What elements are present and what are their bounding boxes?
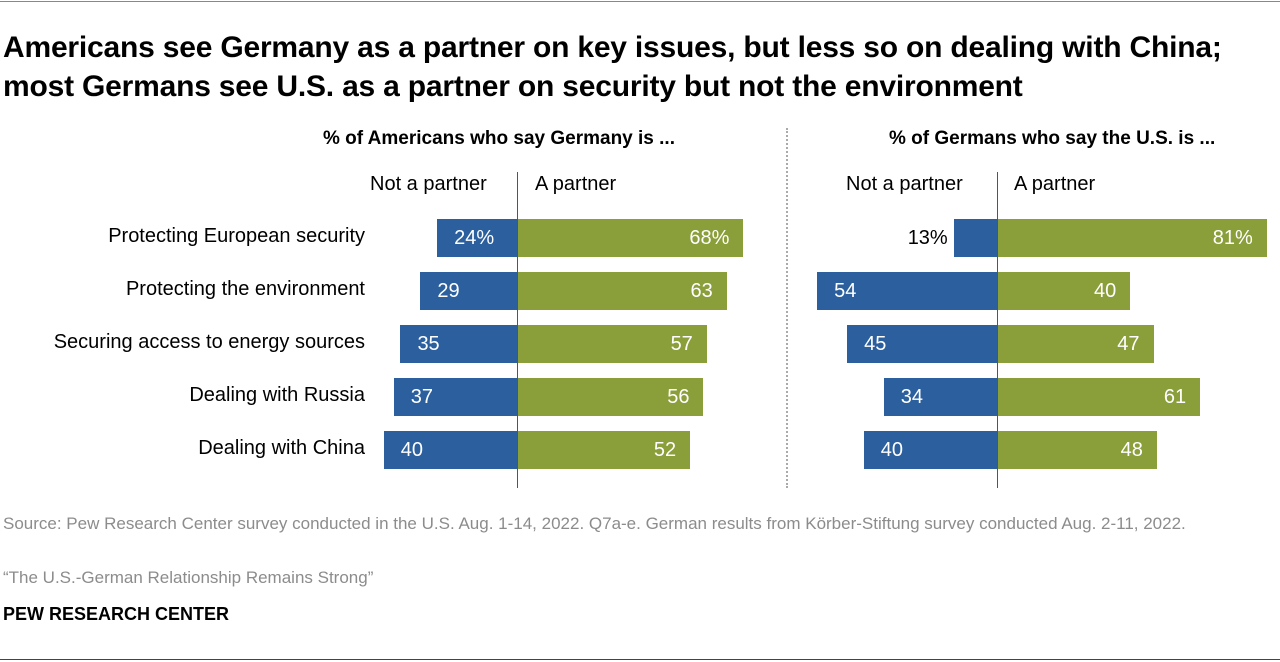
panel-title-americans: % of Americans who say Germany is ... — [323, 128, 675, 149]
bar-not-partner — [383, 431, 517, 469]
panel-divider — [786, 128, 788, 488]
value-label-not-partner: 37 — [410, 386, 434, 408]
panel-title-germans: % of Germans who say the U.S. is ... — [889, 128, 1216, 149]
bar-partner — [517, 219, 744, 257]
value-label-partner: 63 — [690, 280, 713, 302]
legend-partner-right: A partner — [1014, 173, 1096, 195]
value-label-partner: 47 — [1117, 333, 1140, 355]
top-rule — [0, 1, 1280, 2]
value-label-not-partner: 54 — [834, 280, 857, 302]
bar-not-partner — [437, 219, 517, 257]
value-label-not-partner: 45 — [864, 333, 887, 355]
value-label-partner: 56 — [667, 386, 690, 408]
value-label-not-partner: 35 — [417, 333, 440, 355]
value-label-not-partner: 34 — [900, 386, 924, 408]
bar-partner — [517, 325, 707, 363]
value-label-partner: 81% — [1212, 227, 1253, 249]
bar-not-partner — [883, 378, 997, 416]
bar-not-partner — [393, 378, 517, 416]
value-label-not-partner: 40 — [880, 439, 904, 461]
bar-not-partner — [863, 431, 997, 469]
bar-not-partner — [847, 325, 997, 363]
bar-partner — [997, 378, 1201, 416]
bottom-rule — [0, 659, 1280, 660]
value-label-not-partner: 29 — [437, 280, 460, 302]
category-label: Protecting European security — [108, 225, 365, 247]
legend-partner-left: A partner — [535, 173, 617, 195]
source-note: Source: Pew Research Center survey condu… — [3, 514, 1186, 533]
value-label-partner: 68% — [689, 227, 730, 249]
category-label: Dealing with Russia — [189, 384, 365, 406]
zero-axis-left — [517, 172, 518, 488]
zero-axis-right — [997, 172, 998, 488]
value-label-partner: 40 — [1093, 280, 1117, 302]
bar-partner — [517, 378, 704, 416]
report-title: “The U.S.-German Relationship Remains St… — [3, 568, 374, 587]
pew-logo-text: PEW RESEARCH CENTER — [3, 604, 230, 624]
bar-not-partner — [953, 219, 997, 257]
bar-partner — [997, 272, 1131, 310]
value-label-not-partner: 24% — [454, 227, 495, 249]
bar-not-partner — [817, 272, 997, 310]
value-label-partner: 48 — [1120, 439, 1143, 461]
bar-not-partner — [420, 272, 517, 310]
legend-not-partner-left: Not a partner — [370, 173, 487, 195]
category-label: Protecting the environment — [125, 278, 365, 300]
chart-title: Americans see Germany as a partner on ke… — [3, 31, 1222, 103]
bar-partner — [997, 219, 1267, 257]
legend-not-partner-right: Not a partner — [846, 173, 963, 195]
bar-partner — [997, 325, 1154, 363]
bar-partner — [997, 431, 1157, 469]
bar-not-partner — [400, 325, 517, 363]
value-label-partner: 57 — [670, 333, 693, 355]
value-label-partner: 61 — [1163, 386, 1187, 408]
value-label-not-partner: 13% — [907, 227, 948, 249]
value-label-partner: 52 — [653, 439, 677, 461]
category-label: Dealing with China — [198, 437, 365, 459]
value-label-not-partner: 40 — [400, 439, 424, 461]
bar-partner — [517, 272, 727, 310]
bar-partner — [517, 431, 691, 469]
category-label: Securing access to energy sources — [53, 331, 365, 353]
